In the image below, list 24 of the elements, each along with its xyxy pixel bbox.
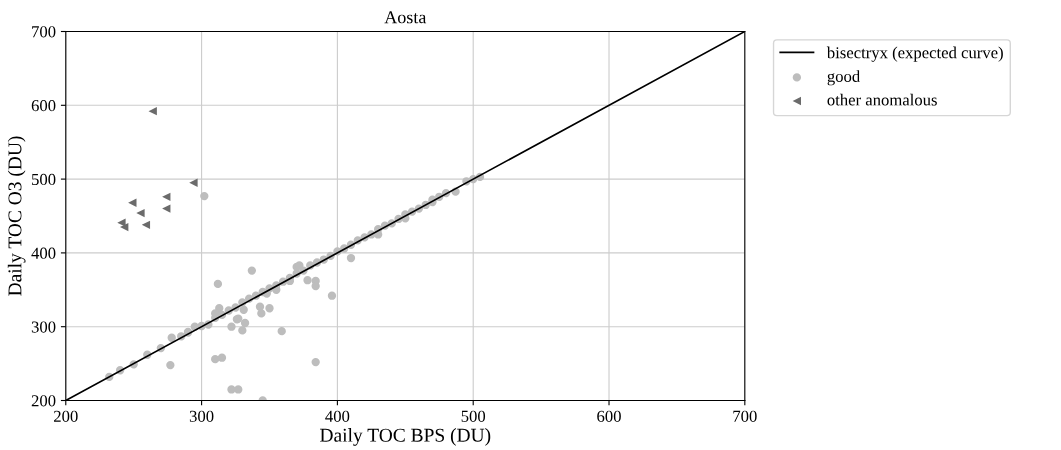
y-tick-label: 500	[32, 173, 56, 186]
legend-label: other anomalous	[827, 93, 937, 106]
x-tick-label: 200	[54, 410, 78, 422]
x-axis-title: Daily TOC BPS (DU)	[320, 428, 491, 446]
x-tick-label: 700	[733, 410, 757, 422]
y-tick-label: 200	[31, 395, 56, 407]
legend-label: bisectryx (expected curve)	[826, 46, 1003, 62]
point	[141, 220, 151, 230]
x-tick-label: 300	[189, 410, 214, 422]
x-tick-label: 400	[325, 410, 350, 422]
chart-title: Aosta	[384, 11, 427, 24]
legend-label: good	[827, 70, 860, 86]
point	[148, 107, 157, 116]
point	[120, 222, 129, 232]
point	[162, 204, 171, 213]
y-tick-label: 300	[31, 321, 56, 333]
point	[189, 178, 198, 187]
y-tick-label: 700	[32, 26, 56, 38]
y-tick-label: 600	[31, 100, 56, 112]
x-tick-label: 600	[597, 410, 621, 422]
point	[136, 208, 145, 218]
y-tick-label: 400	[31, 247, 56, 259]
x-tick-label: 500	[461, 410, 486, 422]
y-axis-title: Daily TOC O3 (DU)	[7, 136, 26, 296]
